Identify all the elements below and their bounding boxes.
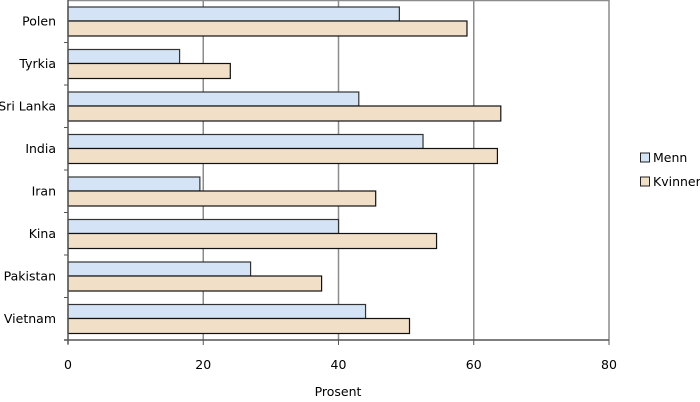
bar-kvinner <box>67 20 468 37</box>
bar-kvinner <box>67 232 438 250</box>
legend-swatch-menn <box>640 152 650 163</box>
bar-kvinner <box>67 190 377 207</box>
bar-kvinner <box>67 62 231 80</box>
category-label: Polen <box>22 13 56 28</box>
legend-swatch-kvinner <box>640 176 650 187</box>
bar-menn <box>67 91 360 107</box>
bar-kvinner <box>67 317 411 335</box>
legend-label-kvinner: Kvinner <box>653 174 700 189</box>
x-tick-label: 40 <box>331 357 347 372</box>
category-label: Sri Lanka <box>0 98 56 113</box>
category-label: Kina <box>29 226 56 241</box>
x-tick-label: 80 <box>601 357 617 372</box>
category-label: Iran <box>32 183 56 198</box>
category-label: Pakistan <box>4 268 56 283</box>
x-tick-labels: 0 20 40 60 80 <box>64 357 617 372</box>
x-tick-label: 20 <box>195 357 211 372</box>
legend-label-menn: Menn <box>653 150 687 165</box>
legend: Menn Kvinner <box>640 150 700 189</box>
bar-menn <box>67 176 201 192</box>
bar-kvinner <box>67 147 499 165</box>
category-label: Vietnam <box>4 311 56 326</box>
x-tick-label: 60 <box>466 357 482 372</box>
category-label: Tyrkia <box>18 56 56 71</box>
bar-menn <box>67 261 252 277</box>
bar-kvinner <box>67 105 502 122</box>
category-labels: Polen Tyrkia Sri Lanka India Iran Kina Pakista… <box>0 13 56 326</box>
bar-menn <box>67 6 400 22</box>
x-axis-title: Prosent <box>315 384 362 399</box>
plot-area <box>64 0 610 345</box>
bar-menn <box>67 133 424 150</box>
x-tick-label: 0 <box>64 357 72 372</box>
category-label: India <box>25 141 56 156</box>
bar-menn <box>67 218 340 235</box>
bar-menn <box>67 303 367 320</box>
bar-kvinner <box>67 275 323 292</box>
bar-menn <box>67 48 181 65</box>
